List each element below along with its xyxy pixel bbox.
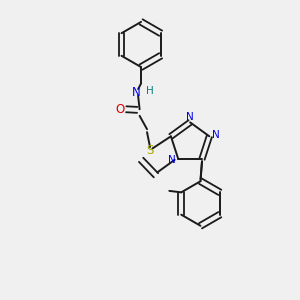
Text: O: O [115,103,124,116]
Text: N: N [132,85,141,98]
Text: N: N [186,112,194,122]
Text: H: H [146,85,154,96]
Text: N: N [168,155,176,165]
Text: N: N [212,130,220,140]
Text: S: S [146,143,154,157]
